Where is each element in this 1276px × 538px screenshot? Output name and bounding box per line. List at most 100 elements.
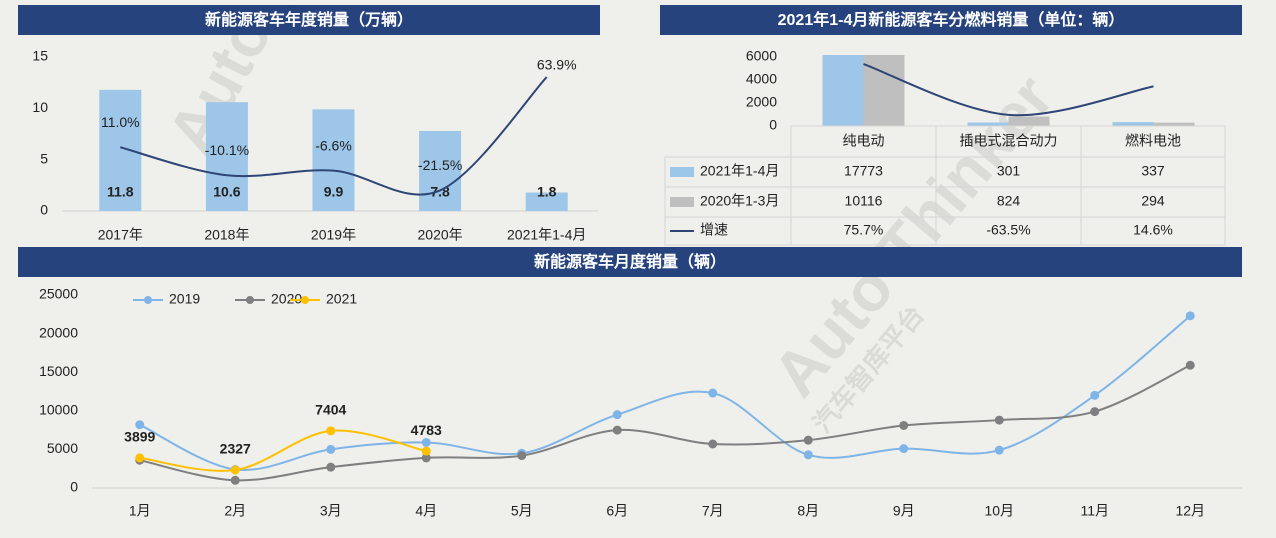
chart-title: 2021年1-4月新能源客车分燃料销量（单位：辆） [778, 10, 1125, 29]
x-tick-label: 5月 [511, 503, 533, 519]
x-tick-label: 12月 [1175, 503, 1205, 519]
line-marker [994, 415, 1004, 425]
x-tick-label: 2月 [224, 503, 246, 519]
header-bar [18, 5, 600, 35]
table-value: 337 [1141, 163, 1165, 179]
line-marker [612, 410, 622, 420]
header-bar [18, 247, 1242, 277]
line-value-label: 3899 [124, 429, 155, 445]
line-marker [326, 444, 336, 454]
bars [822, 55, 1195, 126]
table-value: 301 [997, 163, 1021, 179]
x-tick-label: 4月 [415, 503, 437, 519]
y-tick-label: 20000 [39, 324, 78, 340]
line-marker [1185, 311, 1195, 321]
line-marker [135, 420, 145, 430]
x-tick-label: 7月 [702, 503, 724, 519]
line-marker [1185, 360, 1195, 370]
x-tick-label: 2021年1-4月 [507, 227, 586, 243]
line-marker [1090, 407, 1100, 417]
bar-value-label: 10.6 [213, 184, 240, 200]
line-value-label: 2327 [220, 441, 251, 457]
bar [205, 102, 248, 211]
bars [99, 89, 568, 211]
legend-label: 2021 [326, 291, 357, 307]
bar [822, 55, 864, 126]
line-series [139, 364, 1191, 482]
y-tick-label: 4000 [746, 71, 777, 87]
table-value: 294 [1141, 193, 1165, 209]
table-value: 14.6% [1133, 222, 1173, 238]
legend-marker [301, 296, 309, 304]
legend-label: 2020年1-3月 [700, 193, 779, 209]
data-table: 纯电动 插电式混合动力 燃料电池 2021年1-4月 17773 301 337 2020年1… [664, 125, 1226, 246]
table-header: 燃料电池 [1125, 133, 1181, 149]
y-tick-label: 10 [32, 99, 48, 115]
line-marker [708, 388, 718, 398]
line-value-label: 7404 [315, 402, 346, 418]
line-value-label: 63.9% [537, 57, 577, 73]
table-header: 插电式混合动力 [960, 133, 1058, 149]
line-marker [899, 420, 909, 430]
bar [419, 130, 462, 211]
legend-label: 增速 [700, 222, 728, 238]
line-series [139, 315, 1191, 472]
line-marker [1090, 390, 1100, 400]
y-tick-label: 0 [70, 479, 78, 495]
x-tick-label: 2019年 [311, 227, 356, 243]
y-tick-label: 10000 [39, 402, 78, 418]
line-marker [326, 426, 336, 436]
x-tick-label: 10月 [984, 503, 1014, 519]
legend: 2019 2020 2021 [133, 291, 357, 307]
line-marker [230, 475, 240, 485]
y-tick-label: 5 [40, 150, 48, 166]
x-tick-label: 11月 [1080, 503, 1109, 519]
watermarks: Auto Thinker Auto Thinker 汽车智库平台 [154, 0, 1068, 438]
header-bar [660, 5, 1242, 35]
table-value: 17773 [844, 163, 883, 179]
x-tick-label: 2020年 [418, 227, 463, 243]
bar [1112, 122, 1154, 126]
legend-marker [246, 296, 254, 304]
y-tick-label: 15000 [39, 363, 78, 379]
bar-value-label: 11.8 [107, 184, 134, 200]
table-header: 纯电动 [843, 133, 885, 149]
chart: 0 5 10 15 2017年 2018年 2019年 2020年 2021年1-4月 11.8 1… [32, 48, 586, 243]
y-tick-label: 0 [769, 117, 777, 133]
table-value: 824 [997, 193, 1021, 209]
bar [312, 109, 355, 211]
line-marker [803, 435, 813, 445]
chart: 0 2000 4000 6000 纯电动 插电式混合动力 燃料电池 2021年1-4月 1777… [664, 48, 1226, 246]
x-tick-label: 6月 [606, 503, 628, 519]
line-series [863, 63, 1154, 117]
line-series [120, 76, 548, 196]
line-marker [421, 437, 431, 447]
line-value-label: 11.0% [101, 114, 140, 130]
table-value: 75.7% [844, 222, 884, 238]
line-series [139, 429, 427, 472]
x-tick-label: 2017年 [98, 227, 143, 243]
y-tick-label: 6000 [746, 48, 777, 64]
y-tick-label: 5000 [47, 440, 78, 456]
legend-label: 2020 [271, 291, 302, 307]
y-tick-label: 2000 [746, 94, 777, 110]
legend-label: 2019 [169, 291, 200, 307]
y-tick-label: 15 [32, 48, 48, 64]
bar [525, 192, 568, 211]
bar-value-label: 1.8 [537, 184, 557, 200]
y-tick-label: 0 [40, 202, 48, 218]
legend-marker [670, 167, 694, 177]
bar [1153, 122, 1195, 126]
line-marker [421, 446, 431, 456]
bar [1008, 116, 1050, 126]
x-tick-label: 3月 [320, 503, 342, 519]
chart-title: 新能源客车年度销量（万辆） [205, 10, 413, 29]
line-marker [421, 453, 431, 463]
line-value-label: -6.6% [315, 137, 352, 153]
line-value-label: -21.5% [418, 157, 462, 173]
y-tick-label: 25000 [39, 286, 78, 302]
line-marker [899, 444, 909, 454]
line-marker [135, 453, 145, 463]
x-tick-label: 2018年 [204, 227, 249, 243]
